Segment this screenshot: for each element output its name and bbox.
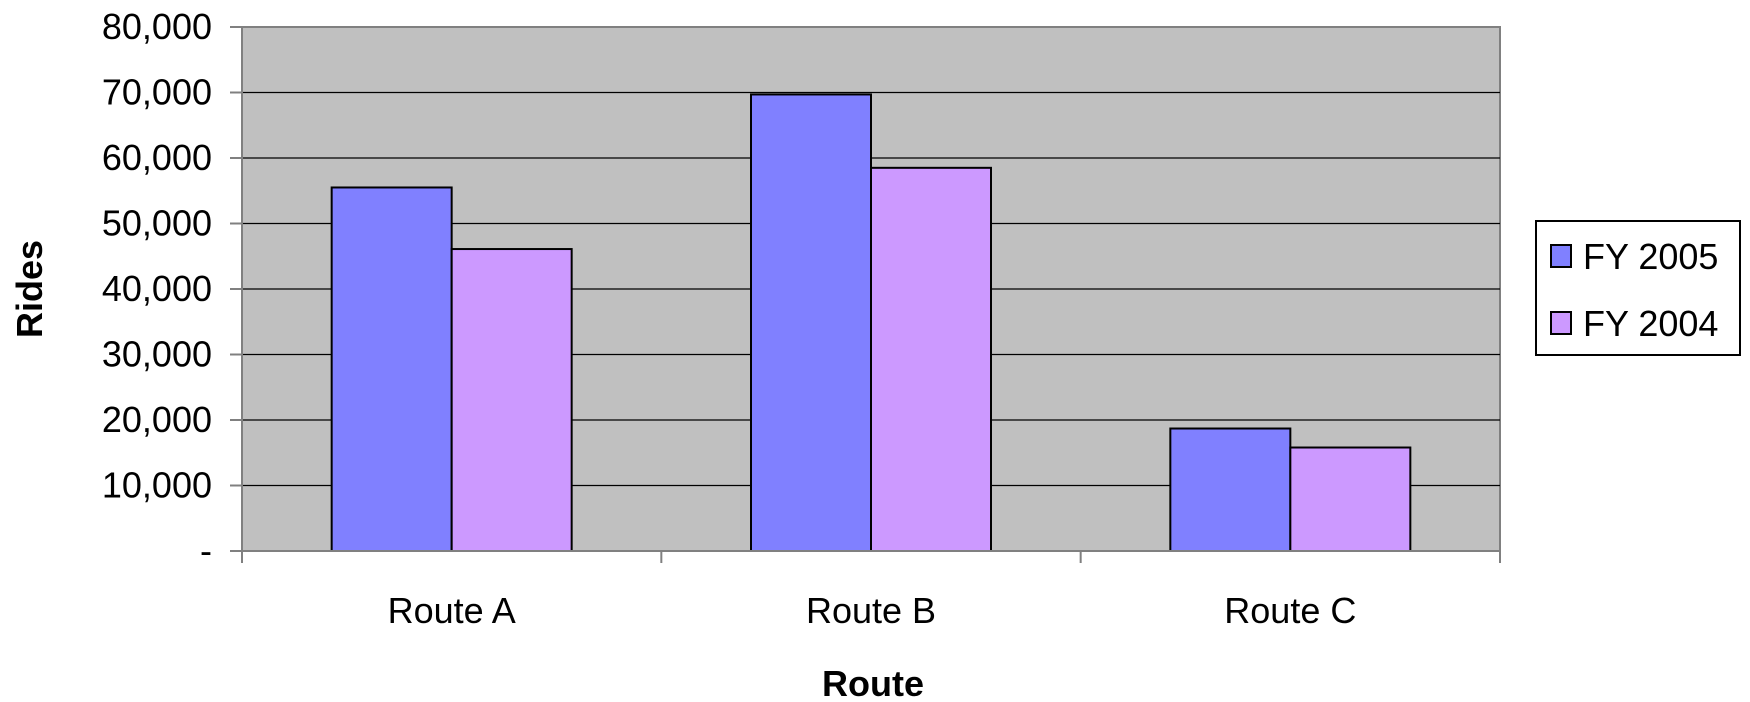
axes bbox=[230, 26, 1501, 563]
y-tick-label: 40,000 bbox=[102, 268, 212, 309]
x-tick-label: Route A bbox=[388, 590, 516, 631]
x-tick-label: Route B bbox=[806, 590, 936, 631]
y-axis-title: Rides bbox=[9, 240, 50, 338]
legend-label: FY 2005 bbox=[1583, 236, 1718, 277]
y-tick-label: - bbox=[200, 530, 212, 571]
bar-fy-2005-route-a bbox=[330, 186, 453, 552]
bar-fy-2004-route-c bbox=[1289, 446, 1412, 553]
legend-swatch bbox=[1550, 311, 1572, 335]
bar-fy-2005-route-b bbox=[750, 93, 872, 552]
y-tick-label: 60,000 bbox=[102, 137, 212, 178]
bar-fy-2004-route-b bbox=[870, 166, 992, 552]
y-tick-label: 10,000 bbox=[102, 465, 212, 506]
y-tick-label: 30,000 bbox=[102, 334, 212, 375]
y-tick-label: 50,000 bbox=[102, 203, 212, 244]
legend-label: FY 2004 bbox=[1583, 303, 1718, 344]
x-tick-labels: Route A Route B Route C bbox=[388, 590, 1357, 631]
y-tick-labels: - 10,000 20,000 30,000 40,000 50,000 60,000 70,… bbox=[102, 6, 212, 571]
bar-fy-2005-route-c bbox=[1169, 427, 1292, 553]
legend-swatch bbox=[1550, 244, 1572, 268]
legend: FY 2005 FY 2004 bbox=[1535, 220, 1741, 356]
bars bbox=[330, 93, 1412, 553]
y-tick-label: 80,000 bbox=[102, 6, 212, 47]
x-axis-title: Route bbox=[822, 663, 924, 702]
y-tick-label: 70,000 bbox=[102, 72, 212, 113]
bar-fy-2004-route-a bbox=[450, 248, 573, 552]
y-tick-label: 20,000 bbox=[102, 399, 212, 440]
x-tick-label: Route C bbox=[1224, 590, 1356, 631]
